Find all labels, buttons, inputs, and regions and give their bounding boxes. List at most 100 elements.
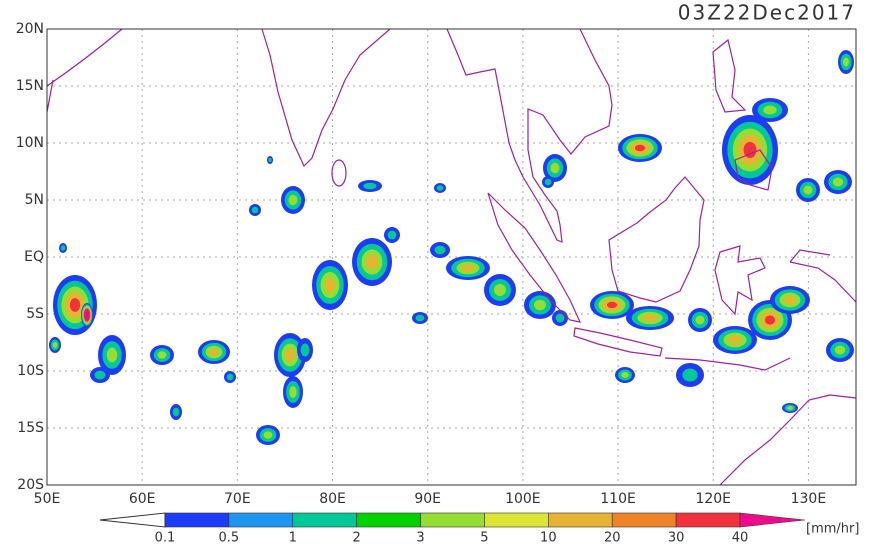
rain-cell (198, 340, 230, 364)
rain-cell (274, 333, 306, 377)
rain-cell (770, 286, 810, 314)
rain-level (363, 182, 377, 190)
colorbar-segment (420, 512, 485, 528)
rain-cell (352, 238, 392, 286)
rain-level (832, 177, 844, 187)
colorbar-segment (484, 512, 549, 528)
lat-label: 10S (17, 363, 44, 379)
colorbar-segment (675, 512, 741, 528)
coast-new-guinea (789, 249, 857, 303)
colorbar-under (99, 512, 166, 528)
colorbar-label: 20 (604, 531, 621, 545)
rain-cell (81, 303, 93, 327)
rain-cell (552, 310, 568, 326)
rain-cell (796, 178, 820, 202)
lat-label: 5S (26, 306, 44, 322)
colorbar-label: 5 (480, 531, 488, 545)
rain-level (763, 105, 777, 115)
lon-label: 60E (129, 491, 156, 507)
colorbar-label: 10 (540, 531, 557, 545)
rain-level (251, 206, 259, 214)
rain-level (555, 313, 565, 323)
rain-cell (615, 367, 635, 383)
graticule (47, 29, 856, 485)
rain-cell (90, 367, 110, 383)
rain-level (86, 313, 88, 317)
lat-label: 15N (16, 78, 44, 94)
rain-level (324, 277, 336, 293)
rain-cell (412, 312, 428, 324)
lon-label: 120E (695, 491, 731, 507)
timestamp: 03Z22Dec2017 (678, 1, 856, 25)
coast-somalia (46, 79, 54, 113)
rain-cell (590, 291, 634, 319)
rain-level (606, 301, 618, 309)
rain-level (366, 255, 378, 269)
colorbar-unit: [mm/hr] (806, 522, 859, 537)
rain-level (436, 185, 444, 191)
rain-level (226, 373, 234, 381)
colorbar-over (739, 512, 806, 528)
rain-level (209, 348, 219, 356)
rain-level (728, 336, 742, 344)
colorbar-segment (548, 512, 613, 528)
rain-level (289, 386, 297, 398)
rain-cell (49, 337, 61, 353)
coast-luzon (712, 38, 747, 113)
rain-level (843, 57, 849, 67)
rain-level (803, 185, 813, 195)
rain-cell (283, 376, 303, 408)
rain-cell (824, 170, 852, 194)
rain-cell (434, 183, 446, 193)
rain-cell (256, 425, 280, 445)
rain-level (621, 372, 629, 378)
rain-cell (249, 204, 261, 216)
rain-level (695, 315, 705, 325)
rain-cell (297, 338, 313, 362)
rain-level (784, 296, 796, 304)
colorbar: 0.1 0.5 1 2 3 5 10 20 30 40 (99, 512, 806, 546)
colorbar-label: 0.5 (219, 531, 240, 545)
lon-label: 70E (224, 491, 251, 507)
coast-india (261, 28, 391, 168)
rain-cell (618, 134, 662, 162)
rain-level (157, 351, 167, 359)
lon-label: 100E (505, 491, 541, 507)
rain-cell (312, 260, 348, 310)
rain-level (764, 315, 776, 325)
rain-level (94, 370, 106, 380)
rain-areas (49, 50, 854, 445)
rain-cell (782, 403, 798, 413)
coast-sumatra (487, 192, 582, 323)
rain-cell (713, 326, 757, 354)
rain-level (743, 141, 757, 159)
rain-level (550, 162, 560, 174)
rain-cell (224, 371, 236, 383)
colorbar-segment (228, 512, 294, 528)
rain-level (461, 264, 475, 272)
colorbar-segment (164, 512, 230, 528)
rain-cell (484, 274, 516, 306)
rain-level (387, 230, 397, 240)
rain-cell (542, 176, 554, 188)
colorbar-label: 3 (416, 531, 424, 545)
rain-cell (626, 306, 674, 330)
lon-label: 80E (319, 491, 346, 507)
rain-cell (446, 256, 490, 280)
rain-level (285, 348, 295, 362)
rain-cell (748, 300, 792, 340)
map-frame (46, 28, 857, 486)
lat-label: 15S (17, 420, 44, 436)
rain-cell (543, 154, 567, 182)
coast-lesser-sunda (664, 357, 791, 371)
lat-label: EQ (24, 249, 44, 265)
rain-level (52, 342, 58, 348)
lon-label: 90E (414, 491, 441, 507)
colorbar-label: 1 (289, 531, 297, 545)
rain-level (544, 178, 552, 186)
lat-label: 20N (16, 21, 44, 37)
rain-cell (676, 363, 704, 387)
rain-cell (384, 227, 400, 243)
